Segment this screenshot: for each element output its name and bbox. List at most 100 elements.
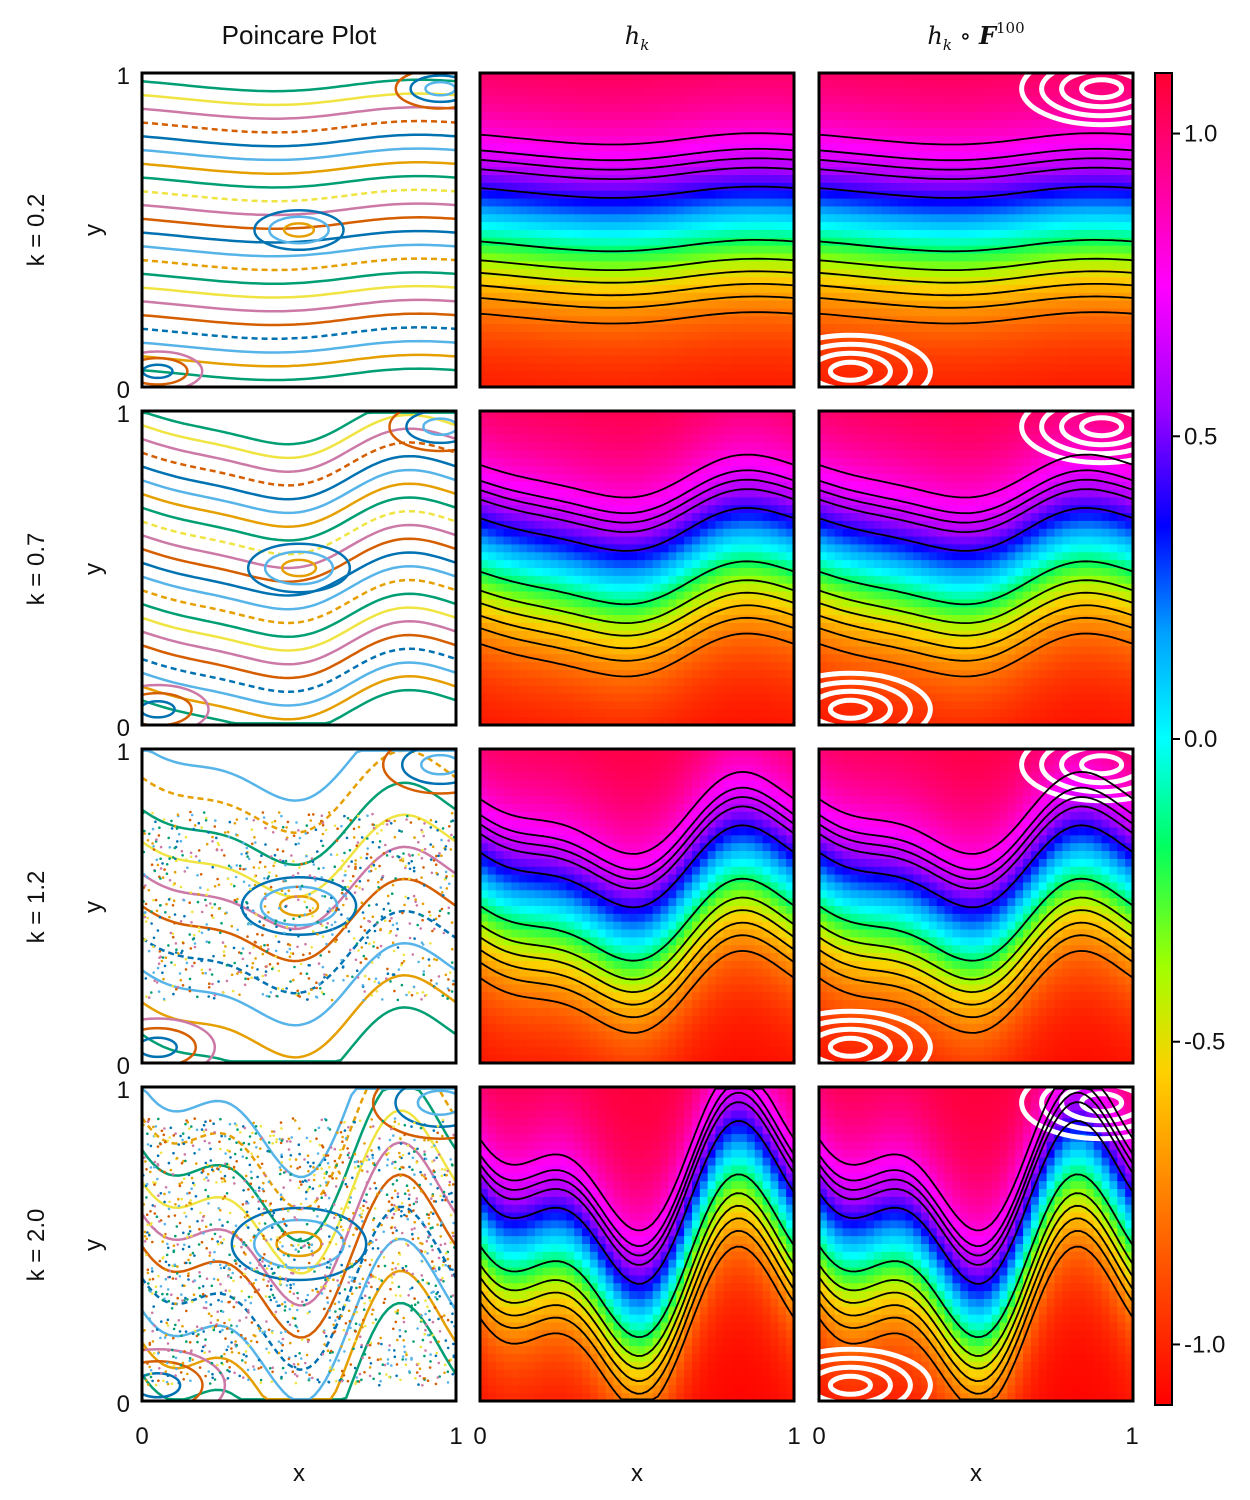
heatmap-cell <box>487 245 497 255</box>
heatmap-cell <box>534 591 544 600</box>
heatmap-cell <box>770 80 779 90</box>
heatmap-cell <box>1054 206 1063 215</box>
heatmap-cell <box>762 222 772 231</box>
heatmap-cell <box>754 575 764 585</box>
heatmap-cell <box>566 418 575 428</box>
heatmap-cell <box>699 371 709 380</box>
heatmap-cell <box>881 269 891 278</box>
island-orbit <box>142 699 176 719</box>
heatmap-cell <box>707 104 717 113</box>
heatmap-cell <box>960 80 969 90</box>
heatmap-cell <box>739 214 748 223</box>
heatmap-cell <box>746 253 756 262</box>
heatmap-cell <box>613 670 622 679</box>
heatmap-cell <box>850 230 859 239</box>
heatmap-cell <box>597 324 607 333</box>
heatmap-cell <box>952 277 961 286</box>
heatmap-cell <box>550 112 560 121</box>
heatmap-cell <box>826 245 836 255</box>
heatmap-cell <box>487 709 497 718</box>
heatmap-cell <box>1030 292 1040 302</box>
heatmap-cell <box>889 143 899 153</box>
heatmap-cell <box>826 88 836 98</box>
heatmap-cell <box>754 379 764 387</box>
heatmap-cell <box>881 355 891 365</box>
heatmap-cell <box>597 339 607 349</box>
heatmap-cell <box>660 568 669 577</box>
heatmap-cell <box>582 104 591 113</box>
heatmap-cell <box>786 80 794 90</box>
heatmap-cell <box>1023 245 1032 255</box>
heatmap-cell <box>629 497 638 506</box>
heatmap-cell <box>668 418 677 428</box>
heatmap-cell <box>582 442 591 451</box>
heatmap-cell <box>668 481 677 491</box>
heatmap-cell <box>629 339 638 349</box>
heatmap-cell <box>746 261 756 270</box>
heatmap-cell <box>881 371 891 380</box>
heatmap-cell <box>1070 88 1079 98</box>
heatmap-cell <box>1030 135 1040 145</box>
heatmap-cell <box>1046 182 1056 192</box>
island-ring <box>819 350 893 387</box>
heatmap-cell <box>495 670 505 679</box>
heatmap-cell <box>574 96 583 105</box>
heatmap-cell <box>684 685 693 695</box>
heatmap-cell <box>534 458 544 467</box>
heatmap-cell <box>754 434 764 443</box>
heatmap-cell <box>897 73 906 82</box>
heatmap-cell <box>503 693 512 703</box>
heatmap-cell <box>1038 245 1048 255</box>
heatmap-cell <box>842 175 851 184</box>
heatmap-cell <box>699 190 709 200</box>
heatmap-cell <box>629 308 638 317</box>
heatmap-cell <box>684 575 693 585</box>
heatmap-cell <box>589 693 599 703</box>
heatmap-cell <box>1054 332 1063 341</box>
heatmap-cell <box>991 245 1001 255</box>
heatmap-cell <box>1078 324 1087 333</box>
heatmap-cell <box>613 426 622 436</box>
heatmap-cell <box>495 308 505 317</box>
heatmap-cell <box>991 175 1001 184</box>
heatmap-cell <box>850 245 859 255</box>
heatmap-cell <box>487 536 497 546</box>
heatmap-cell <box>834 104 844 113</box>
heatmap-cell <box>826 261 836 270</box>
heatmap-cell <box>550 277 560 286</box>
heatmap-cell <box>731 73 740 82</box>
heatmap-cell <box>519 709 528 718</box>
heatmap-cell <box>739 591 748 600</box>
heatmap-cell <box>762 654 772 663</box>
heatmap-cell <box>597 253 607 262</box>
heatmap-cell <box>574 677 583 687</box>
heatmap-cell <box>613 646 622 655</box>
heatmap-cell <box>723 104 732 113</box>
heatmap-cell <box>668 489 677 498</box>
heatmap-cell <box>1007 411 1016 420</box>
heatmap-cell <box>731 245 740 255</box>
heatmap-cell <box>976 284 985 294</box>
heatmap-cell <box>1117 411 1126 420</box>
heatmap-cell <box>558 450 567 459</box>
heatmap-cell <box>542 112 552 121</box>
heatmap-cell <box>762 442 772 451</box>
heatmap-cell <box>534 230 544 239</box>
heatmap-cell <box>850 182 859 192</box>
heatmap-cell <box>676 575 685 585</box>
heatmap-cell <box>691 575 701 585</box>
heatmap-cell <box>511 489 520 498</box>
heatmap-cell <box>691 622 701 632</box>
heatmap-cell <box>613 568 622 577</box>
heatmap-cell <box>519 127 528 137</box>
heatmap-cell <box>834 73 844 82</box>
heatmap-cell <box>699 80 709 90</box>
heatmap-cell <box>715 622 724 632</box>
heatmap-cell <box>597 599 607 608</box>
heatmap-cell <box>487 473 497 483</box>
heatmap-cell <box>660 159 669 168</box>
heatmap-cell <box>1078 371 1087 380</box>
heatmap-cell <box>511 73 520 82</box>
heatmap-cell <box>542 284 552 294</box>
heatmap-cell <box>1023 308 1032 317</box>
